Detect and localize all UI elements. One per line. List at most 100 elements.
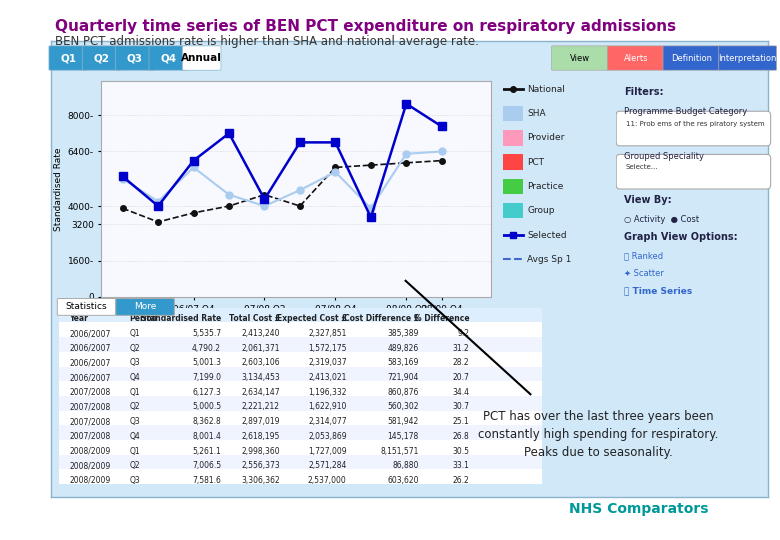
Text: 26.2: 26.2 [453, 476, 470, 485]
Text: 2008/2009: 2008/2009 [69, 476, 111, 485]
Text: 560,302: 560,302 [388, 402, 419, 411]
FancyBboxPatch shape [115, 299, 174, 315]
Text: Quarterly time series of BEN PCT expenditure on respiratory admissions: Quarterly time series of BEN PCT expendi… [55, 19, 675, 34]
Text: NHS Comparators: NHS Comparators [569, 502, 709, 516]
Text: 2,998,360: 2,998,360 [241, 447, 280, 456]
Text: Q2: Q2 [129, 343, 140, 353]
Text: 20.7: 20.7 [452, 373, 470, 382]
Text: 2,556,373: 2,556,373 [241, 461, 280, 470]
Text: 2,053,869: 2,053,869 [308, 432, 347, 441]
Text: 33.1: 33.1 [452, 461, 470, 470]
Text: 86,880: 86,880 [392, 461, 419, 470]
FancyBboxPatch shape [149, 46, 188, 70]
FancyBboxPatch shape [551, 46, 609, 70]
Text: Q3: Q3 [129, 417, 140, 426]
Text: Q3: Q3 [129, 476, 140, 485]
Text: PCT has over the last three years been
constantly high spending for respiratory.: PCT has over the last three years been c… [478, 410, 719, 460]
Text: 8,001.4: 8,001.4 [192, 432, 221, 441]
Text: Q1: Q1 [129, 329, 140, 338]
Text: 31.2: 31.2 [453, 343, 470, 353]
Text: 2006/2007: 2006/2007 [69, 343, 111, 353]
Text: Q1: Q1 [129, 388, 140, 397]
Text: 3,306,362: 3,306,362 [241, 476, 280, 485]
Text: Statistics: Statistics [66, 302, 108, 311]
Bar [503, 154, 523, 170]
Text: 2,897,019: 2,897,019 [242, 417, 280, 426]
FancyBboxPatch shape [83, 46, 121, 70]
Text: 2,061,371: 2,061,371 [242, 343, 280, 353]
Text: Standardised Rate: Standardised Rate [140, 314, 221, 323]
Text: 4,790.2: 4,790.2 [192, 343, 221, 353]
Text: 2,537,000: 2,537,000 [308, 476, 347, 485]
Text: Q4: Q4 [129, 432, 140, 441]
Text: 2,634,147: 2,634,147 [241, 388, 280, 397]
Text: 7,581.6: 7,581.6 [192, 476, 221, 485]
Text: Interpretation: Interpretation [718, 53, 776, 63]
Text: Grouped Speciality: Grouped Speciality [624, 152, 704, 161]
Text: More: More [134, 302, 156, 311]
Text: Q1: Q1 [60, 53, 76, 63]
Text: 30.7: 30.7 [452, 402, 470, 411]
Text: 25.1: 25.1 [453, 417, 470, 426]
Text: 2,413,021: 2,413,021 [308, 373, 347, 382]
Bar [58, 410, 542, 426]
Text: Programme Budget Category: Programme Budget Category [624, 107, 747, 116]
Text: View: View [570, 53, 590, 63]
Bar [58, 381, 542, 396]
Text: Q3: Q3 [129, 359, 140, 367]
Text: View By:: View By: [624, 195, 672, 206]
Text: 📊 Ranked: 📊 Ranked [624, 252, 663, 261]
Bar [58, 367, 542, 381]
Text: 9.2: 9.2 [458, 329, 470, 338]
Text: 1,196,332: 1,196,332 [308, 388, 347, 397]
Bar [58, 352, 542, 367]
Text: Group: Group [527, 206, 555, 215]
Text: 2006/2007: 2006/2007 [69, 329, 111, 338]
Text: Q2: Q2 [129, 461, 140, 470]
Text: ○ Activity  ● Cost: ○ Activity ● Cost [624, 215, 699, 224]
Bar [503, 203, 523, 219]
Text: National: National [527, 85, 565, 94]
Text: Expected Cost £: Expected Cost £ [277, 314, 347, 323]
Text: Q4: Q4 [160, 53, 176, 63]
Text: 2006/2007: 2006/2007 [69, 373, 111, 382]
Text: SHA: SHA [527, 109, 546, 118]
Text: Q1: Q1 [129, 447, 140, 456]
FancyBboxPatch shape [616, 111, 771, 146]
Text: 11: Prob ems of the res piratory system: 11: Prob ems of the res piratory system [626, 121, 764, 127]
Text: 2,314,077: 2,314,077 [308, 417, 347, 426]
Bar [58, 308, 542, 322]
Text: Provider: Provider [527, 133, 565, 143]
Text: 1,622,910: 1,622,910 [308, 402, 347, 411]
Text: 2008/2009: 2008/2009 [69, 461, 111, 470]
Text: 7,199.0: 7,199.0 [192, 373, 221, 382]
Bar [503, 106, 523, 122]
FancyBboxPatch shape [58, 299, 115, 315]
Bar [58, 426, 542, 440]
Text: 2,327,851: 2,327,851 [308, 329, 347, 338]
FancyBboxPatch shape [183, 46, 221, 70]
Text: 3,134,453: 3,134,453 [241, 373, 280, 382]
FancyBboxPatch shape [663, 46, 721, 70]
Text: Graph View Options:: Graph View Options: [624, 232, 738, 242]
Text: 5,001.3: 5,001.3 [192, 359, 221, 367]
FancyBboxPatch shape [608, 46, 665, 70]
Text: 2,221,212: 2,221,212 [242, 402, 280, 411]
Text: Selecte...: Selecte... [626, 164, 658, 171]
FancyBboxPatch shape [49, 46, 87, 70]
Text: 2,413,240: 2,413,240 [242, 329, 280, 338]
Text: BEN PCT admissions rate is higher than SHA and national average rate.: BEN PCT admissions rate is higher than S… [55, 35, 478, 48]
Text: Practice: Practice [527, 182, 563, 191]
Bar [58, 337, 542, 352]
Text: 721,904: 721,904 [388, 373, 419, 382]
Text: Q2: Q2 [129, 402, 140, 411]
FancyBboxPatch shape [115, 46, 154, 70]
Text: 28.2: 28.2 [453, 359, 470, 367]
Text: Filters:: Filters: [624, 87, 664, 98]
Text: 2,618,195: 2,618,195 [242, 432, 280, 441]
Text: PCT: PCT [527, 158, 544, 167]
Text: Definition: Definition [671, 53, 712, 63]
Bar [58, 455, 542, 469]
Text: 30.5: 30.5 [452, 447, 470, 456]
Text: 5,535.7: 5,535.7 [192, 329, 221, 338]
